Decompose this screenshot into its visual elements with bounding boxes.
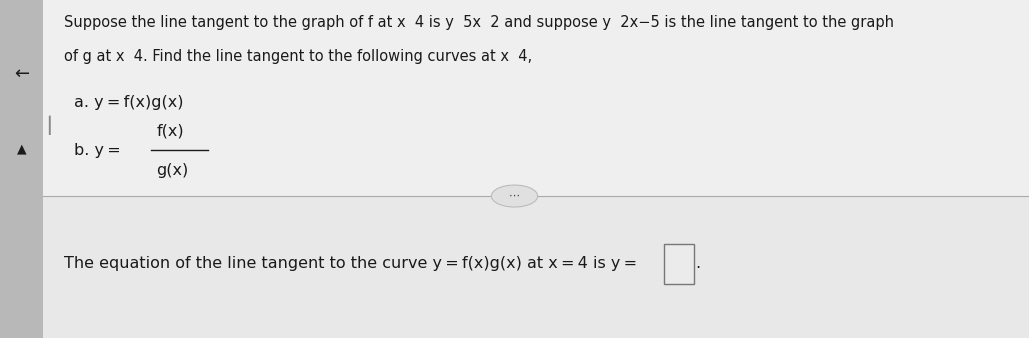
FancyBboxPatch shape	[0, 0, 43, 338]
FancyBboxPatch shape	[43, 0, 1029, 196]
Ellipse shape	[492, 185, 537, 207]
Text: g(x): g(x)	[156, 163, 188, 177]
Text: ⋯: ⋯	[509, 191, 520, 201]
Text: f(x): f(x)	[156, 123, 184, 138]
Text: ←: ←	[14, 65, 29, 83]
FancyBboxPatch shape	[664, 243, 694, 284]
Text: a. y = f(x)g(x): a. y = f(x)g(x)	[74, 95, 183, 110]
Text: Suppose the line tangent to the graph of f at x 4 is y 5x 2 and suppose y 2x−5 i: Suppose the line tangent to the graph of…	[64, 15, 894, 30]
FancyBboxPatch shape	[43, 196, 1029, 338]
Text: .: .	[696, 256, 701, 271]
Text: b. y =: b. y =	[74, 143, 125, 158]
Text: ▏: ▏	[48, 115, 64, 135]
Text: of g at x 4. Find the line tangent to the following curves at x 4,: of g at x 4. Find the line tangent to th…	[64, 49, 532, 64]
Text: ▲: ▲	[16, 142, 27, 155]
Text: The equation of the line tangent to the curve y = f(x)g(x) at x = 4 is y =: The equation of the line tangent to the …	[64, 256, 637, 271]
